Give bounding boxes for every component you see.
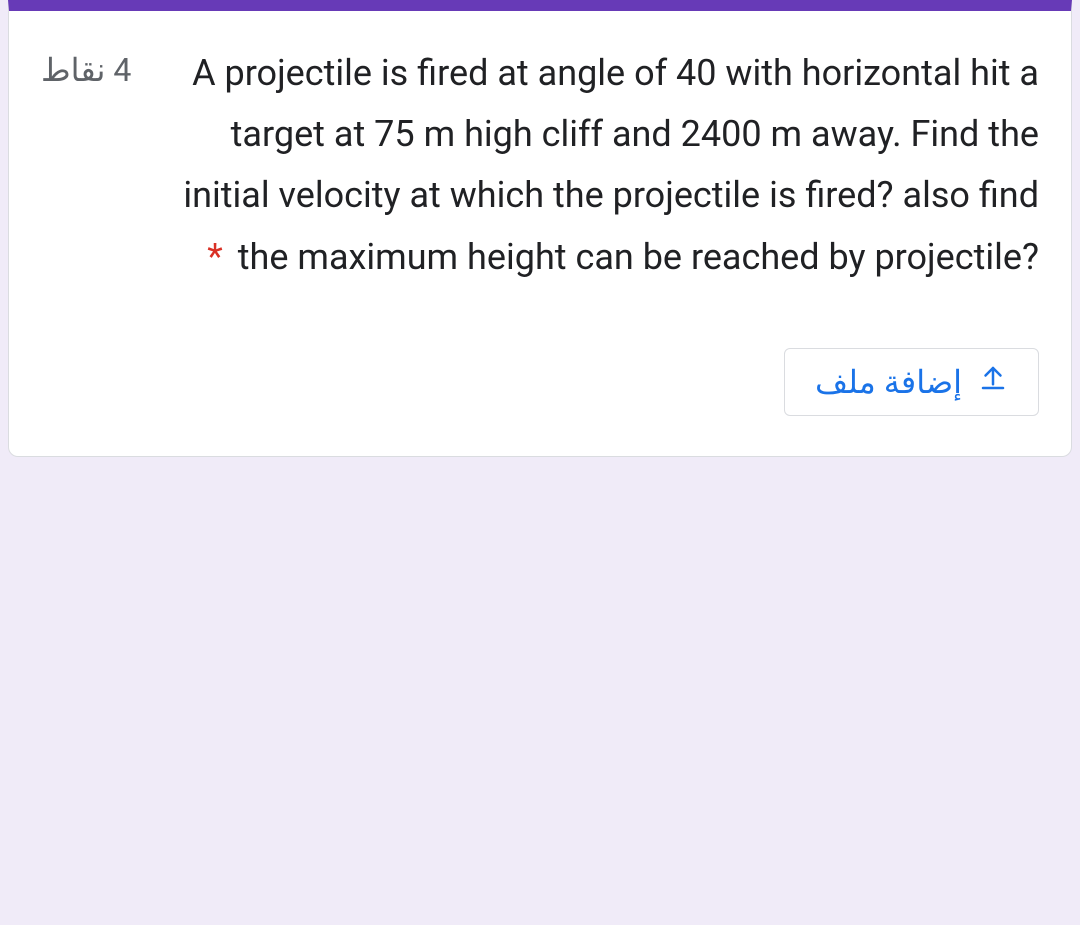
question-card: A projectile is fired at angle of 40 wit… xyxy=(8,0,1072,457)
add-file-button[interactable]: إضافة ملف xyxy=(784,348,1039,416)
add-file-label: إضافة ملف xyxy=(815,363,962,401)
points-label: 4 نقاط xyxy=(41,43,131,288)
upload-icon xyxy=(978,363,1008,401)
content-row: A projectile is fired at angle of 40 wit… xyxy=(41,43,1039,288)
question-text: A projectile is fired at angle of 40 wit… xyxy=(183,52,1039,278)
question-text-block: A projectile is fired at angle of 40 wit… xyxy=(163,43,1039,288)
required-marker: * xyxy=(207,236,223,278)
upload-area: إضافة ملف xyxy=(41,348,1039,416)
